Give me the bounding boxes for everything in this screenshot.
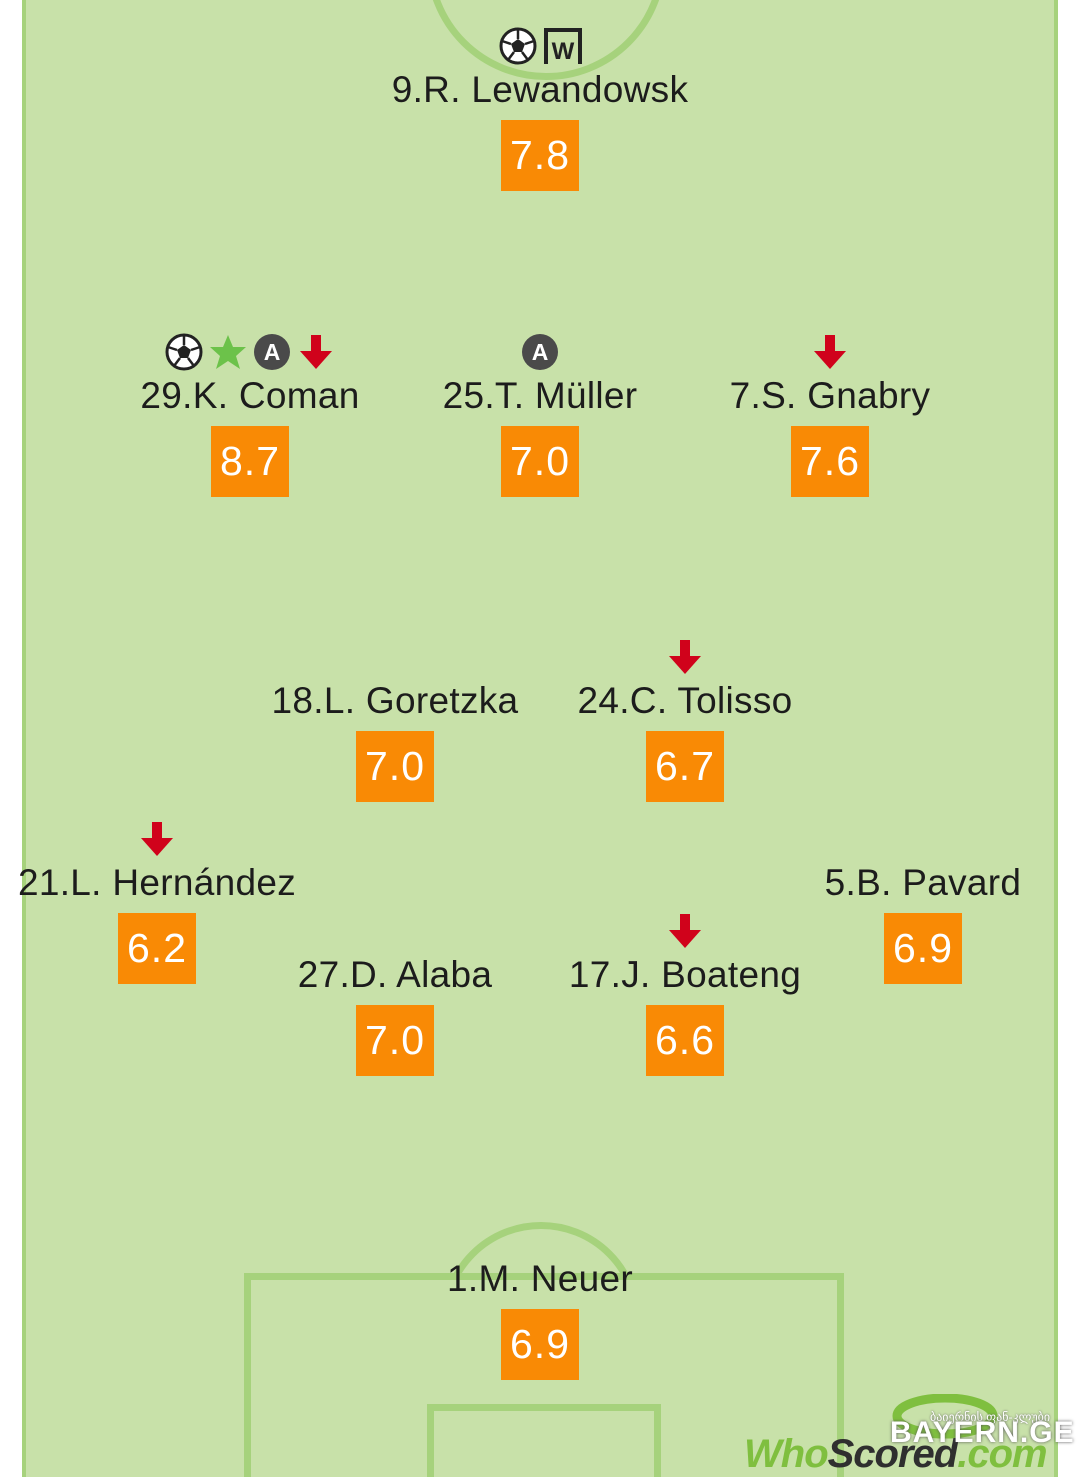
player-rating: 6.9: [501, 1309, 579, 1380]
player-lewandowski[interactable]: W 9.R. Lewandowsk 7.8: [380, 24, 700, 191]
player-rating: 7.8: [501, 120, 579, 191]
sub-off-arrow-icon: [137, 819, 177, 859]
player-name: 18.L. Goretzka: [271, 680, 519, 721]
player-event-icons: [235, 909, 555, 953]
player-event-icons: [235, 635, 555, 679]
woodwork-icon: W: [542, 26, 582, 66]
player-goretzka[interactable]: 18.L. Goretzka 7.0: [235, 635, 555, 802]
player-name: 5.B. Pavard: [824, 862, 1022, 903]
player-name: 17.J. Boateng: [568, 954, 802, 995]
player-hernandez[interactable]: 21.L. Hernández 6.2: [0, 817, 317, 984]
whoscored-logo-icon: [892, 1394, 998, 1439]
player-alaba[interactable]: 27.D. Alaba 7.0: [235, 909, 555, 1076]
ball-icon: [498, 26, 538, 66]
player-name: 1.M. Neuer: [446, 1258, 633, 1299]
player-gnabry[interactable]: 7.S. Gnabry 7.6: [670, 330, 990, 497]
sub-off-arrow-icon: [810, 332, 850, 372]
bayern-ge-logo: BAYERN.GE: [890, 1416, 1075, 1449]
player-name: 27.D. Alaba: [297, 954, 493, 995]
sub-off-arrow-icon: [296, 332, 336, 372]
player-pavard[interactable]: 5.B. Pavard 6.9: [763, 817, 1080, 984]
svg-text:A: A: [532, 339, 549, 365]
player-rating: 7.0: [356, 1005, 434, 1076]
svg-text:A: A: [264, 339, 281, 365]
assist-icon: A: [520, 332, 560, 372]
player-rating: 8.7: [211, 426, 289, 497]
whoscored-text: WhoScored.com: [744, 1432, 1048, 1477]
player-rating: 7.6: [791, 426, 869, 497]
player-event-icons: [670, 330, 990, 374]
player-rating: 7.0: [356, 731, 434, 802]
player-rating: 6.9: [884, 913, 962, 984]
player-event-icons: A: [90, 330, 410, 374]
assist-icon: A: [252, 332, 292, 372]
player-name: 9.R. Lewandowsk: [391, 69, 689, 110]
whoscored-com: .com: [957, 1432, 1047, 1476]
watermark: WhoScored.com ბაიერნის ფან-კლუბი BAYERN.…: [740, 1394, 1074, 1477]
player-event-icons: [763, 817, 1080, 861]
sub-off-arrow-icon: [665, 911, 705, 951]
star-icon: [208, 332, 248, 372]
player-name: 24.C. Tolisso: [577, 680, 793, 721]
player-name: 29.K. Coman: [140, 375, 360, 416]
football-pitch: [22, 0, 1058, 1477]
player-tolisso[interactable]: 24.C. Tolisso 6.7: [525, 635, 845, 802]
player-name: 25.T. Müller: [442, 375, 638, 416]
goal-box: [427, 1404, 661, 1477]
player-event-icons: A: [380, 330, 700, 374]
player-rating: 6.2: [118, 913, 196, 984]
sub-off-arrow-icon: [665, 637, 705, 677]
player-boateng[interactable]: 17.J. Boateng 6.6: [525, 909, 845, 1076]
whoscored-scored: Scored: [827, 1432, 959, 1476]
player-rating: 6.7: [646, 731, 724, 802]
player-rating: 7.0: [501, 426, 579, 497]
player-muller[interactable]: A 25.T. Müller 7.0: [380, 330, 700, 497]
player-event-icons: [525, 635, 845, 679]
player-name: 7.S. Gnabry: [729, 375, 931, 416]
player-neuer[interactable]: 1.M. Neuer 6.9: [380, 1213, 700, 1380]
player-event-icons: [525, 909, 845, 953]
ball-icon: [164, 332, 204, 372]
whoscored-who: Who: [744, 1432, 829, 1476]
player-coman[interactable]: A 29.K. Coman 8.7: [90, 330, 410, 497]
player-event-icons: W: [380, 24, 700, 68]
player-rating: 6.6: [646, 1005, 724, 1076]
player-event-icons: [0, 817, 317, 861]
player-event-icons: [380, 1213, 700, 1257]
player-name: 21.L. Hernández: [17, 862, 297, 903]
bayern-subtitle: ბაიერნის ფან-კლუბი: [930, 1410, 1051, 1424]
svg-text:W: W: [552, 38, 575, 65]
